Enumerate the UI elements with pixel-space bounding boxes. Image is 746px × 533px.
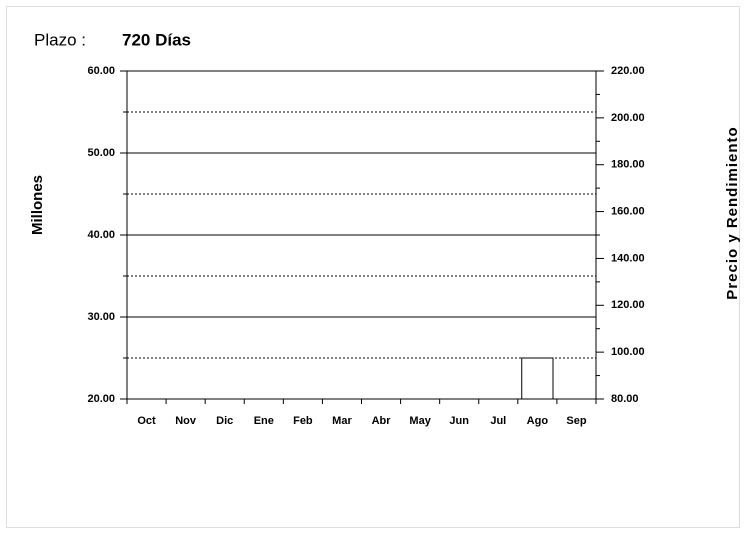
x-tick-label: Sep [566,415,586,427]
x-tick-label: Abr [372,415,392,427]
y2-tick-label: 220.00 [611,65,645,77]
y2-tick-label: 180.00 [611,159,645,171]
x-tick-label: May [409,415,431,427]
y2-tick-label: 80.00 [611,393,639,405]
x-tick-label: Ago [527,415,549,427]
x-tick-label: Ene [254,415,274,427]
x-tick-label: Nov [175,415,197,427]
x-tick-label: Mar [332,415,352,427]
x-tick-label: Jun [449,415,469,427]
y2-axis-label: Precio y Rendimiento [724,126,741,299]
y-tick-label: 30.00 [87,311,115,323]
y2-tick-label: 140.00 [611,252,645,264]
y-tick-label: 60.00 [87,65,115,77]
bar [521,357,554,400]
x-tick-label: Feb [293,415,313,427]
y-tick-label: 50.00 [87,147,115,159]
y-axis-label: Millones [29,175,46,235]
chart-title: 720 Días [122,30,191,49]
x-tick-label: Jul [490,415,506,427]
y2-tick-label: 100.00 [611,346,645,358]
y2-tick-label: 160.00 [611,205,645,217]
frame [6,6,740,528]
chart-label: Plazo : [34,30,86,49]
y-tick-label: 40.00 [87,229,115,241]
y2-tick-label: 120.00 [611,299,645,311]
y2-tick-label: 200.00 [611,112,645,124]
x-tick-label: Oct [137,415,156,427]
y-tick-label: 20.00 [87,393,115,405]
x-tick-label: Dic [216,415,233,427]
